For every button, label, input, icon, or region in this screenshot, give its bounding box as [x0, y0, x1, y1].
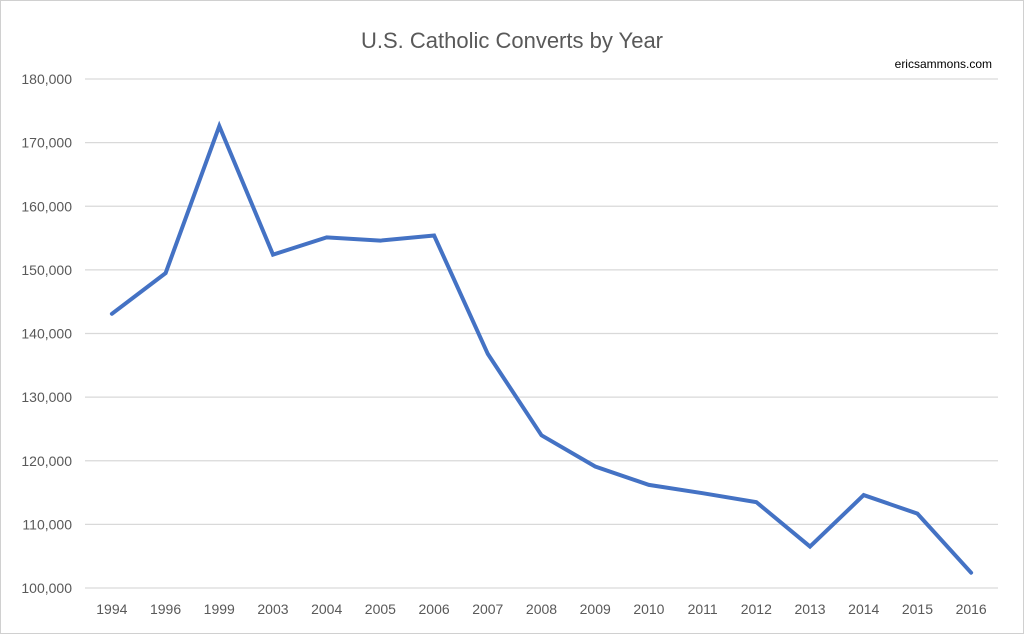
x-tick-label: 2013 — [794, 601, 825, 617]
gridlines — [85, 78, 998, 589]
source-annotation: ericsammons.com — [895, 57, 992, 71]
y-tick-label: 140,000 — [21, 326, 72, 342]
x-axis-labels: 1994 1996 1999 2003 2004 2005 2006 2007 2008 2009… — [96, 601, 987, 617]
x-tick-label: 2006 — [419, 601, 450, 617]
x-tick-label: 2008 — [526, 601, 557, 617]
y-tick-label: 130,000 — [21, 389, 72, 405]
chart-title: U.S. Catholic Converts by Year — [361, 28, 663, 53]
y-tick-label: 160,000 — [21, 198, 72, 214]
y-tick-label: 150,000 — [21, 262, 72, 278]
x-tick-label: 2007 — [472, 601, 503, 617]
y-tick-label: 120,000 — [21, 453, 72, 469]
series — [109, 120, 974, 575]
x-tick-label: 2004 — [311, 601, 342, 617]
y-axis-labels: 100,000 110,000 120,000 130,000 140,000 150,0… — [21, 71, 72, 596]
x-tick-label: 2016 — [956, 601, 987, 617]
y-tick-label: 100,000 — [21, 580, 72, 596]
series-line — [109, 120, 974, 575]
y-tick-label: 180,000 — [21, 71, 72, 87]
x-tick-label: 1994 — [96, 601, 127, 617]
y-tick-label: 170,000 — [21, 135, 72, 151]
x-tick-label: 2014 — [848, 601, 879, 617]
x-tick-label: 2011 — [688, 601, 718, 617]
x-tick-label: 2005 — [365, 601, 396, 617]
x-tick-label: 2003 — [257, 601, 288, 617]
x-tick-label: 2010 — [633, 601, 664, 617]
x-tick-label: 2015 — [902, 601, 933, 617]
x-tick-label: 1996 — [150, 601, 181, 617]
x-tick-label: 1999 — [204, 601, 235, 617]
x-tick-label: 2009 — [580, 601, 611, 617]
x-tick-label: 2012 — [741, 601, 772, 617]
y-tick-label: 110,000 — [22, 516, 72, 532]
